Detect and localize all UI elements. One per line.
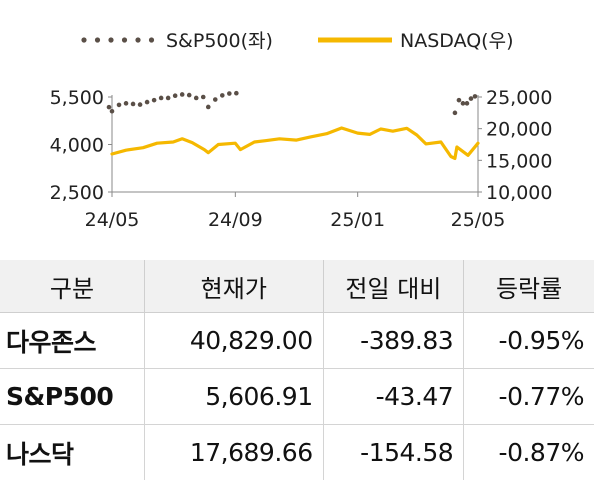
legend-nasdaq-label: NASDAQ(우) (400, 30, 514, 52)
row-change-rate: -0.95% (463, 312, 594, 369)
x-tick-label: 25/01 (330, 209, 385, 231)
sp500-point (165, 95, 171, 101)
x-tick-label: 24/05 (85, 209, 140, 231)
legend-sp500-marker (148, 37, 155, 43)
row-change: -389.83 (323, 312, 465, 369)
row-name: S&P500 (0, 368, 145, 425)
left-tick-label: 2,500 (50, 182, 104, 204)
chart-legend: S&P500(좌) NASDAQ(우) (81, 30, 514, 52)
row-current-price: 5,606.91 (144, 368, 324, 425)
sp500-point (460, 101, 466, 106)
index-chart: S&P500(좌) NASDAQ(우) 5,500 4,000 2,500 25,000… (50, 30, 553, 231)
sp500-point (109, 108, 115, 114)
header-category: 구분 (0, 260, 145, 313)
right-tick-label: 15,000 (486, 150, 552, 172)
row-change: -43.47 (323, 368, 465, 425)
right-tick-label: 10,000 (486, 182, 552, 204)
left-tick-label: 5,500 (50, 87, 104, 109)
right-tick-label: 25,000 (486, 87, 552, 109)
header-change: 전일 대비 (323, 260, 465, 313)
row-current-price: 17,689.66 (144, 424, 324, 480)
sp500-point (186, 92, 192, 98)
sp500-point (193, 95, 199, 101)
sp500-point (172, 93, 178, 99)
sp500-point (179, 92, 185, 97)
legend-sp500-marker (121, 37, 128, 43)
header-current-price: 현재가 (144, 260, 324, 313)
sp500-point (220, 93, 225, 98)
row-current-price: 40,829.00 (144, 312, 324, 369)
x-tick-label: 24/09 (208, 209, 263, 231)
sp500-point (200, 94, 206, 100)
sp500-point (212, 97, 218, 102)
sp500-point (456, 97, 462, 103)
table-row-sp500: S&P500 5,606.91 -43.47 -0.77% (0, 368, 594, 425)
sp500-point (464, 101, 470, 106)
sp500-point (468, 96, 474, 101)
sp500-point (137, 102, 143, 107)
sp500-point (158, 95, 164, 101)
right-tick-label: 20,000 (486, 119, 552, 141)
header-change-rate: 등락률 (463, 260, 594, 313)
legend-sp500-marker (81, 37, 87, 43)
row-name: 나스닥 (0, 424, 145, 480)
sp500-point (106, 104, 112, 110)
chart-plot-area (106, 90, 480, 160)
left-tick-label: 4,000 (50, 135, 104, 157)
x-tick-label: 25/05 (451, 209, 506, 231)
sp500-point (123, 101, 129, 106)
sp500-point (144, 99, 150, 105)
sp500-point (130, 101, 136, 107)
nasdaq-line (110, 126, 480, 160)
row-change-rate: -0.77% (463, 368, 594, 425)
table-row-nasdaq: 나스닥 17,689.66 -154.58 -0.87% (0, 424, 594, 480)
sp500-point (227, 91, 232, 96)
table-header-row: 구분 현재가 전일 대비 등락률 (0, 260, 594, 313)
legend-sp500-label: S&P500(좌) (166, 30, 273, 52)
legend-sp500-marker (108, 37, 114, 43)
table-row-dow: 다우존스 40,829.00 -389.83 -0.95% (0, 312, 594, 369)
row-change-rate: -0.87% (498, 438, 585, 467)
row-change: -154.58 (323, 424, 465, 480)
sp500-point (472, 94, 478, 99)
row-name: 다우존스 (0, 312, 145, 369)
sp500-point (116, 102, 122, 108)
index-quote-table: 구분 현재가 전일 대비 등락률 다우존스 40,829.00 -389.83 … (0, 260, 594, 480)
sp500-point (452, 110, 458, 116)
chart-axes: 5,500 4,000 2,500 25,000 20,000 15,000 10,000 2… (50, 87, 553, 231)
sp500-point (205, 104, 211, 110)
legend-sp500-marker (94, 37, 101, 43)
legend-sp500-marker (135, 37, 141, 43)
sp500-point (234, 90, 239, 96)
sp500-point (151, 97, 157, 103)
